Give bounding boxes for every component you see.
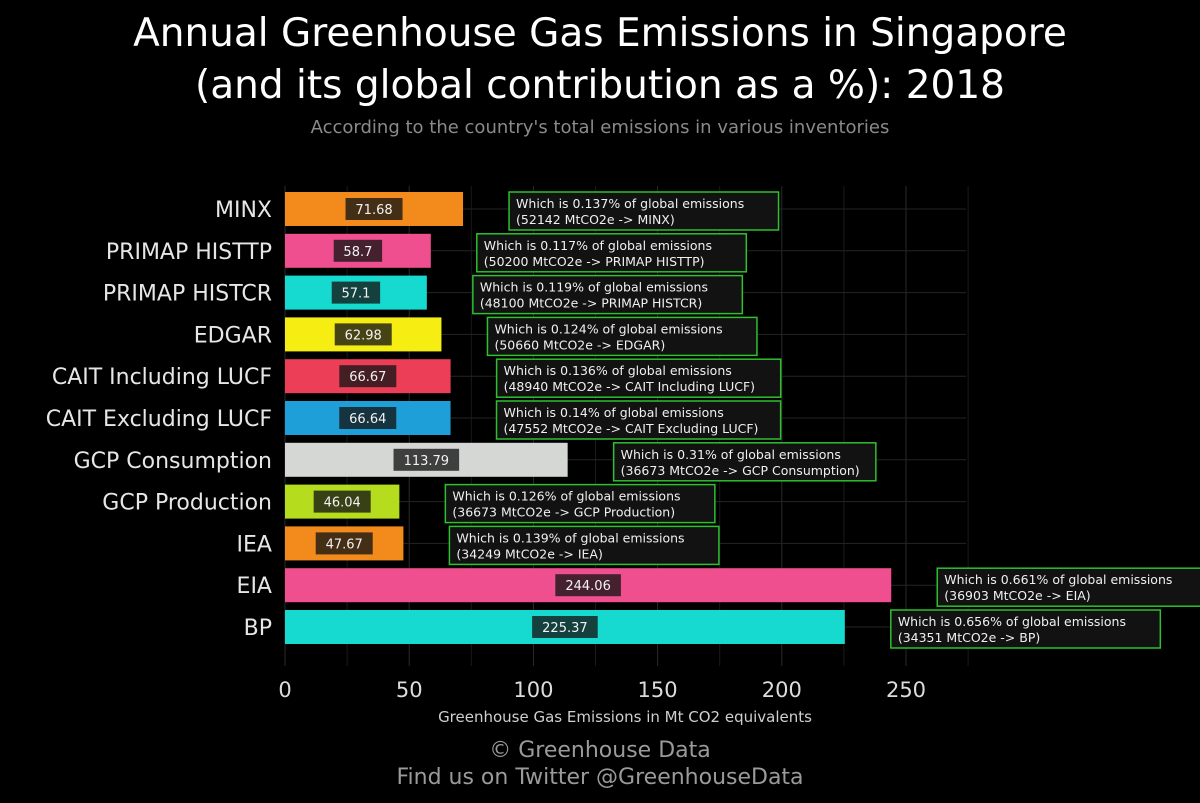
annotation-box [472, 274, 744, 315]
category-labels: MINX PRIMAP HISTTP PRIMAP HISTCR EDGAR CAIT … [46, 198, 272, 641]
annotation-line-1: Which is 0.119% of global emissions [480, 280, 708, 295]
title-line-2: (and its global contribution as a %): 20… [195, 63, 1005, 108]
x-tick-label: 100 [513, 678, 553, 702]
annotation-line-2: (36673 MtCO2e -> GCP Consumption) [621, 463, 860, 478]
value-label: 58.7 [343, 245, 372, 260]
annotation-line-1: Which is 0.661% of global emissions [944, 572, 1172, 587]
chart-title: Annual Greenhouse Gas Emissions in Singa… [0, 8, 1200, 112]
x-tick-label: 50 [396, 678, 423, 702]
annotation-line-1: Which is 0.14% of global emissions [504, 405, 724, 420]
annotation-box [508, 191, 780, 231]
annotation-box [495, 358, 782, 398]
category-label: GCP Consumption [74, 449, 272, 474]
value-label: 47.67 [326, 537, 363, 552]
annotation-line-1: Which is 0.137% of global emissions [516, 196, 744, 211]
annotation-line-1: Which is 0.117% of global emissions [484, 238, 712, 253]
value-label-box [333, 239, 383, 262]
annotation-line-2: (48940 MtCO2e -> CAIT Including LUCF) [504, 379, 755, 394]
annotations: Which is 0.137% of global emissions(5214… [444, 191, 1200, 649]
value-label-box [313, 490, 371, 513]
x-tick-label: 250 [886, 678, 926, 702]
value-label-box [345, 198, 403, 220]
annotation-line-1: Which is 0.656% of global emissions [898, 614, 1126, 629]
x-axis-ticks: 0 50 100 150 200 250 [278, 678, 926, 702]
category-label: IEA [237, 532, 272, 557]
value-label: 71.68 [355, 203, 392, 218]
value-label-box [555, 574, 621, 597]
annotation-box [612, 442, 877, 482]
annotation-line-1: Which is 0.31% of global emissions [621, 447, 841, 462]
annotation-box [495, 400, 782, 440]
annotation-line-2: (34249 MtCO2e -> IEA) [456, 546, 602, 561]
annotation-box [936, 567, 1200, 607]
value-label-box [339, 407, 397, 429]
value-label-box [315, 532, 373, 555]
category-label: CAIT Including LUCF [52, 365, 272, 390]
value-label: 225.37 [542, 621, 588, 636]
value-label: 62.98 [345, 328, 382, 343]
value-label: 46.04 [324, 496, 361, 511]
value-label: 66.64 [349, 412, 386, 427]
annotation-box [448, 525, 720, 566]
annotation-line-2: (47552 MtCO2e -> CAIT Excluding LUCF) [504, 421, 759, 436]
annotation-box [890, 609, 1162, 649]
value-label-box [532, 616, 598, 638]
annotation-line-2: (36673 MtCO2e -> GCP Production) [452, 505, 675, 520]
category-label: EDGAR [194, 323, 272, 348]
annotation-line-1: Which is 0.124% of global emissions [494, 321, 722, 336]
annotation-box [486, 316, 758, 357]
category-label: EIA [237, 574, 272, 599]
value-labels: 71.68 58.7 57.1 62.98 66.67 66.64 113.79 46.04 4… [313, 198, 621, 638]
title-line-1: Annual Greenhouse Gas Emissions in Singa… [133, 11, 1067, 56]
value-label-box [393, 448, 460, 471]
annotation-line-2: (50200 MtCO2e -> PRIMAP HISTTP) [484, 254, 705, 269]
footer-twitter: Find us on Twitter @GreenhouseData [396, 765, 804, 790]
value-label: 244.06 [565, 579, 611, 594]
category-label: PRIMAP HISTTP [106, 240, 272, 265]
value-label: 57.1 [341, 287, 370, 302]
annotation-line-1: Which is 0.136% of global emissions [504, 363, 732, 378]
annotation-line-2: (34351 MtCO2e -> BP) [898, 630, 1040, 645]
category-label: BP [244, 616, 272, 641]
annotation-line-2: (36903 MtCO2e -> EIA) [944, 588, 1090, 603]
chart-subtitle: According to the country's total emissio… [310, 117, 890, 138]
value-label: 66.67 [349, 370, 386, 385]
x-tick-label: 150 [638, 678, 678, 702]
value-label-box [331, 281, 381, 304]
x-tick-label: 200 [762, 678, 802, 702]
category-label: GCP Production [102, 491, 272, 516]
annotation-line-2: (48100 MtCO2e -> PRIMAP HISTCR) [480, 296, 702, 311]
annotation-box [476, 233, 748, 273]
category-label: PRIMAP HISTCR [103, 282, 272, 307]
annotation-connectors [399, 209, 938, 631]
annotation-line-2: (52142 MtCO2e -> MINX) [516, 212, 675, 227]
footer-copyright: © Greenhouse Data [489, 738, 711, 763]
category-label: CAIT Excluding LUCF [46, 407, 272, 432]
value-label: 113.79 [404, 454, 450, 469]
category-label: MINX [215, 198, 272, 223]
annotation-box [444, 483, 716, 524]
value-label-box [334, 323, 392, 346]
annotation-line-1: Which is 0.126% of global emissions [452, 489, 680, 504]
value-label-box [339, 365, 397, 388]
annotation-line-2: (50660 MtCO2e -> EDGAR) [494, 337, 665, 352]
x-tick-label: 0 [278, 678, 291, 702]
annotation-line-1: Which is 0.139% of global emissions [456, 530, 684, 545]
x-axis-label: Greenhouse Gas Emissions in Mt CO2 equiv… [438, 708, 812, 726]
